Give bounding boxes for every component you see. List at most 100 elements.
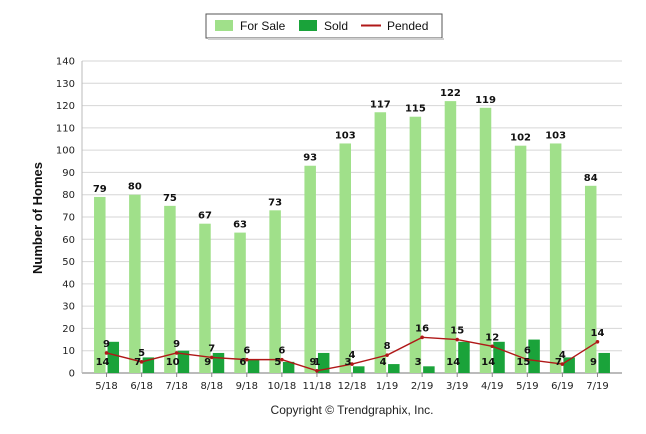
pended-value-label: 6 — [524, 346, 531, 357]
y-tick-label: 100 — [56, 146, 75, 157]
y-tick-label: 80 — [62, 190, 75, 201]
y-tick-label: 0 — [69, 369, 75, 380]
legend-box — [205, 13, 443, 39]
x-tick-label: 12/18 — [338, 381, 367, 392]
bar-for-sale — [199, 223, 211, 373]
y-tick-label: 30 — [62, 302, 75, 313]
sold-value-label: 14 — [96, 357, 110, 368]
y-tick-label: 50 — [62, 257, 75, 268]
pended-point — [385, 353, 389, 357]
pended-point — [490, 344, 495, 349]
y-tick-labels: 0 10 20 30 40 50 60 70 80 90 100 110 120 130 140 — [56, 57, 75, 380]
sold-value-label: 10 — [166, 357, 180, 368]
pended-value-label: 9 — [103, 339, 110, 350]
bar-for-sale — [94, 196, 106, 373]
sold-value-label: 14 — [446, 357, 460, 368]
for-sale-value-label: 67 — [198, 211, 212, 222]
x-tick-label: 5/18 — [95, 381, 117, 392]
bar-sold — [353, 366, 365, 373]
y-tick-label: 70 — [62, 213, 75, 224]
pended-point — [350, 362, 354, 366]
bar-sold — [423, 366, 435, 373]
sold-value-label: 15 — [516, 357, 530, 368]
sold-value-label: 7 — [555, 357, 562, 368]
legend-shadow — [208, 38, 444, 40]
pended-value-label: 12 — [485, 332, 499, 343]
pended-point — [104, 351, 109, 355]
sold-value-label: 9 — [309, 357, 316, 368]
legend-swatch-for-sale — [215, 20, 233, 31]
bar-for-sale — [479, 107, 492, 374]
for-sale-value-label: 75 — [163, 193, 177, 204]
bar-sold — [317, 352, 330, 373]
pended-value-label: 1 — [313, 357, 320, 368]
bar-sold — [563, 357, 575, 373]
pended-value-label: 8 — [384, 341, 391, 352]
sold-value-label: 5 — [274, 357, 281, 368]
for-sale-value-label: 102 — [510, 133, 531, 144]
y-tick-label: 120 — [56, 101, 75, 112]
pended-value-label: 7 — [208, 343, 215, 354]
sold-value-label: 7 — [134, 357, 141, 368]
bar-for-sale — [129, 194, 141, 373]
y-tick-label: 110 — [56, 123, 75, 134]
y-tick-label: 90 — [62, 168, 75, 179]
pended-value-label: 15 — [450, 326, 464, 337]
y-tick-label: 130 — [56, 79, 75, 90]
x-tick-label: 10/18 — [267, 381, 296, 392]
pended-value-label: 6 — [243, 346, 250, 357]
x-tick-label: 5/19 — [516, 381, 538, 392]
legend-label-pended: Pended — [387, 19, 428, 33]
x-tick-label: 2/19 — [411, 381, 433, 392]
x-tick-label: 8/18 — [200, 381, 222, 392]
bar-sold — [107, 341, 120, 373]
sold-value-label: 3 — [415, 357, 422, 368]
x-tick-label: 6/19 — [551, 381, 573, 392]
for-sale-value-label: 119 — [475, 95, 496, 106]
y-tick-label: 20 — [62, 324, 75, 335]
x-tick-label: 4/19 — [481, 381, 503, 392]
pended-point — [245, 357, 249, 362]
x-tick-label: 7/19 — [586, 381, 608, 392]
bar-for-sale — [269, 210, 281, 373]
legend-swatch-sold — [299, 20, 317, 31]
sold-value-label: 4 — [380, 357, 387, 368]
sold-value-label: 9 — [590, 357, 597, 368]
pended-value-label: 5 — [138, 348, 145, 359]
bar-sold — [528, 339, 540, 373]
legend-label-sold: Sold — [324, 19, 348, 33]
x-tick-label: 1/19 — [376, 381, 398, 392]
bar-sold — [247, 359, 260, 373]
for-sale-value-label: 103 — [545, 130, 566, 141]
y-tick-label: 140 — [56, 57, 75, 68]
x-tick-label: 11/18 — [303, 381, 332, 392]
y-tick-label: 40 — [62, 279, 75, 290]
bar-for-sale — [444, 101, 457, 373]
bars — [94, 101, 610, 374]
x-tick-label: 7/18 — [165, 381, 187, 392]
bar-for-sale — [234, 232, 246, 373]
pended-point — [420, 335, 424, 340]
bar-sold — [212, 352, 225, 373]
bar-sold — [598, 352, 610, 373]
bar-for-sale — [409, 116, 422, 373]
for-sale-value-label: 63 — [233, 220, 247, 231]
bar-for-sale — [584, 185, 597, 373]
for-sale-value-label: 73 — [268, 197, 282, 208]
bar-sold — [493, 341, 505, 373]
x-tick-labels: 5/18 6/18 7/18 8/18 9/18 10/18 11/18 12/18 1/19 2… — [95, 373, 609, 392]
pended-point — [209, 355, 214, 360]
for-sale-value-label: 117 — [370, 99, 391, 110]
x-tick-label: 3/19 — [446, 381, 468, 392]
y-tick-label: 60 — [62, 235, 75, 246]
y-axis-title: Number of Homes — [30, 162, 45, 274]
bar-for-sale — [374, 112, 387, 373]
copyright-footer: Copyright © Trendgraphix, Inc. — [271, 403, 434, 417]
legend: For Sale Sold Pended — [205, 13, 444, 40]
x-tick-label: 6/18 — [130, 381, 152, 392]
bar-sold — [177, 350, 190, 373]
for-sale-value-label: 103 — [335, 130, 356, 141]
bar-for-sale — [514, 145, 527, 373]
bar-for-sale — [339, 143, 351, 373]
